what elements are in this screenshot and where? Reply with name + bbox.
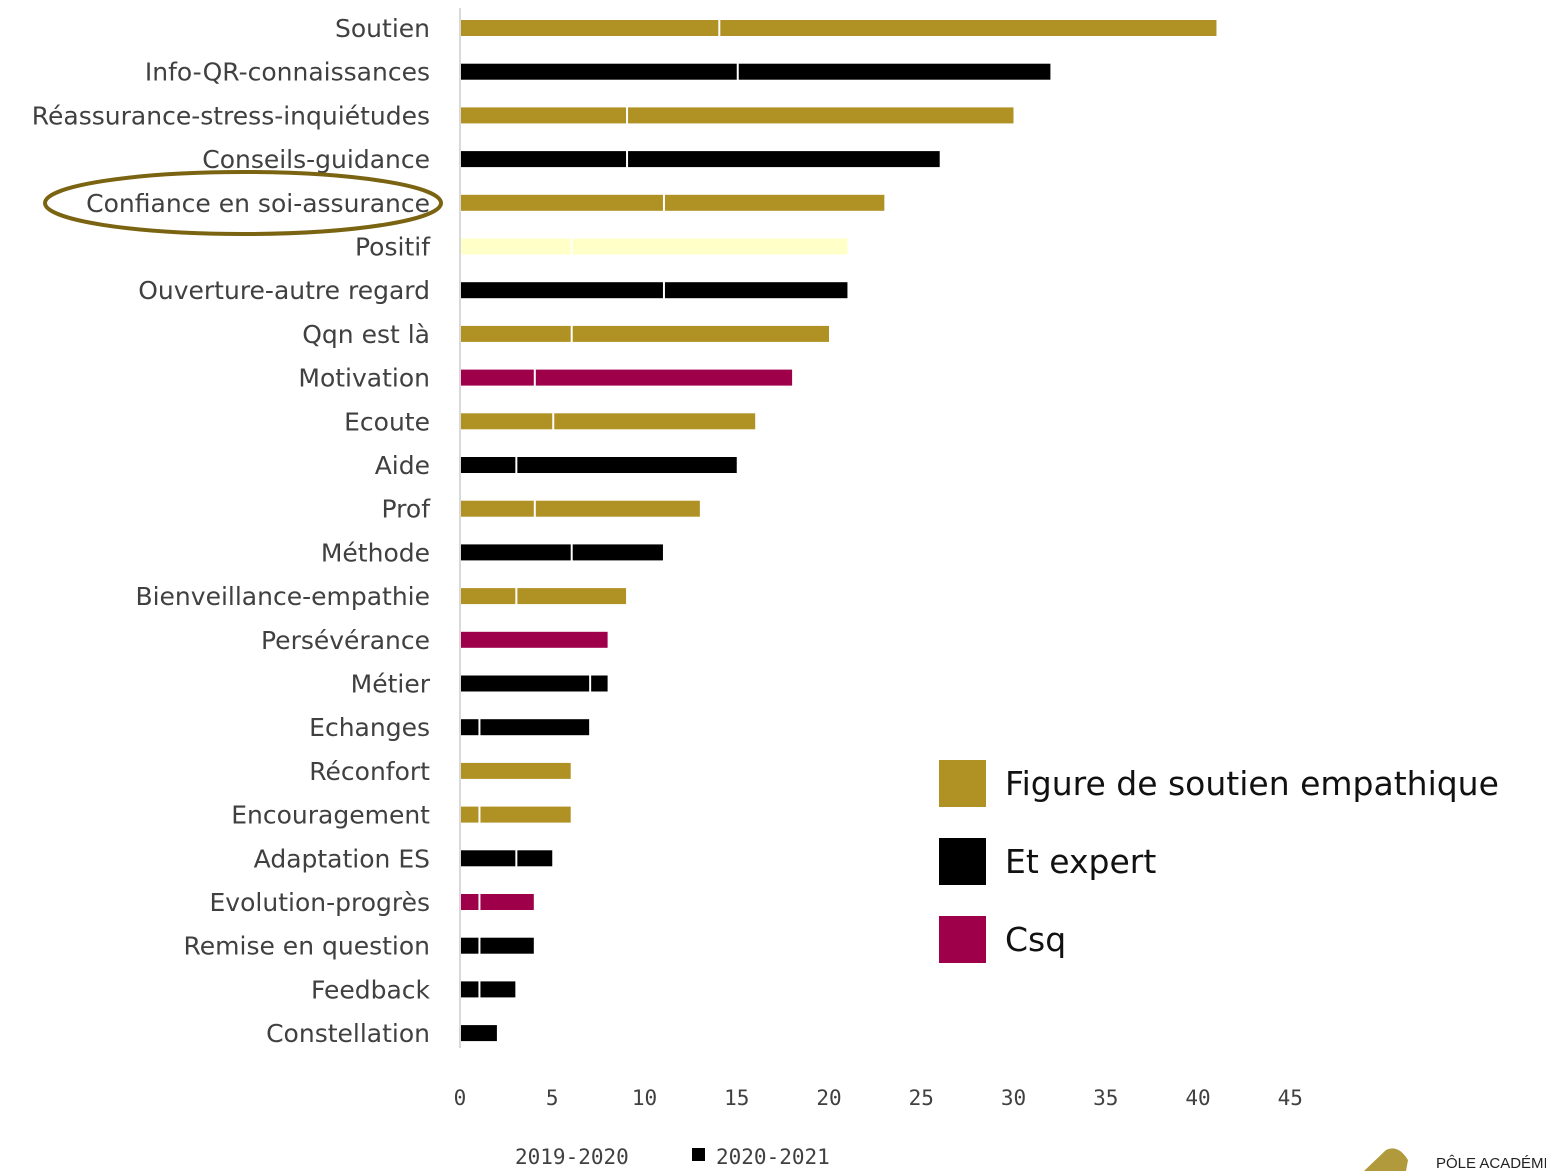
series-legend: 2019-2020 2020-2021: [515, 1145, 830, 1169]
bar-2019-2020: [460, 675, 590, 692]
group-legend: Figure de soutien empathique Et expert Csq: [939, 760, 1499, 963]
category-label: Ouverture-autre regard: [138, 276, 430, 305]
bar-2020-2021: [664, 282, 848, 299]
x-tick-label: 20: [816, 1086, 841, 1110]
bar-2019-2020: [460, 151, 627, 168]
bar-2019-2020: [460, 981, 479, 998]
bar-2020-2021: [517, 588, 627, 605]
bar-2020-2021: [554, 413, 756, 430]
x-axis-ticks: 0 5 10 15 20 25 30 35 40 45: [454, 1086, 1303, 1110]
category-label: Constellation: [266, 1019, 430, 1048]
bars-layer: [460, 20, 1217, 1042]
highlight-ellipse: [43, 170, 443, 236]
bar-2020-2021: [480, 981, 516, 998]
category-label: Méthode: [321, 538, 430, 567]
bar-2020-2021: [572, 544, 663, 561]
category-label: Encouragement: [231, 801, 430, 830]
legend-swatch-figure: [939, 760, 986, 807]
legend-label-csq: Csq: [1005, 920, 1066, 959]
category-label: Positif: [355, 233, 431, 262]
x-tick-label: 25: [909, 1086, 934, 1110]
bar-2020-2021: [480, 719, 590, 736]
category-label: Ecoute: [344, 407, 430, 436]
bar-2019-2020: [460, 500, 534, 517]
bar-2019-2020: [460, 194, 663, 211]
bar-2020-2021: [628, 107, 1014, 124]
bar-2020-2021: [535, 369, 793, 386]
bar-2020-2021: [591, 675, 608, 692]
bar-2020-2021: [517, 457, 737, 473]
bar-2020-2021: [460, 631, 608, 648]
bar-2019-2020: [460, 282, 663, 299]
bar-2019-2020: [460, 850, 516, 867]
bar-2020-2021: [738, 63, 1051, 80]
category-label: Evolution-progrès: [210, 888, 430, 917]
x-tick-label: 35: [1093, 1086, 1118, 1110]
bar-2019-2020: [460, 719, 479, 736]
x-tick-label: 10: [632, 1086, 657, 1110]
bar-2020-2021: [480, 806, 571, 823]
x-tick-label: 40: [1185, 1086, 1210, 1110]
bar-2020-2021: [480, 937, 534, 954]
bar-2019-2020: [460, 413, 553, 430]
category-label: Réconfort: [309, 757, 430, 786]
category-label: Bienveillance-empathie: [135, 582, 430, 611]
bar-2020-2021: [664, 194, 885, 211]
category-label: Aide: [375, 451, 430, 480]
category-label: Echanges: [309, 713, 430, 742]
bar-2019-2020: [460, 937, 479, 954]
category-label: Motivation: [298, 364, 430, 393]
x-tick-label: 30: [1001, 1086, 1026, 1110]
category-label: Info-QR-connaissances: [145, 58, 430, 87]
bar-2019-2020: [460, 588, 516, 605]
bar-2019-2020: [460, 894, 479, 910]
bar-2019-2020: [460, 20, 719, 36]
category-label: Soutien: [335, 14, 430, 43]
bar-2020-2021: [572, 238, 848, 255]
logo: PÔLE ACADÉMIC: [1364, 1148, 1546, 1171]
x-tick-label: 45: [1278, 1086, 1303, 1110]
bar-2020-2021: [628, 151, 940, 168]
series-legend-label: 2020-2021: [716, 1145, 830, 1169]
bar-2020-2021: [480, 894, 534, 910]
x-tick-label: 15: [724, 1086, 749, 1110]
category-label: Conseils-guidance: [202, 145, 430, 174]
bar-2019-2020: [460, 544, 571, 561]
bar-2020-2021: [460, 1025, 497, 1042]
category-label: Remise en question: [184, 932, 430, 961]
bar-2020-2021: [535, 500, 700, 517]
series-legend-marker: [692, 1148, 705, 1161]
bar-2019-2020: [460, 457, 516, 473]
category-label: Qqn est là: [302, 320, 430, 349]
bar-2020-2021: [720, 20, 1217, 36]
category-label: Prof: [382, 495, 432, 524]
legend-swatch-expert: [939, 838, 986, 885]
bar-2019-2020: [460, 369, 534, 386]
category-label: Métier: [351, 670, 431, 699]
bar-2020-2021: [460, 762, 571, 779]
bar-2019-2020: [460, 107, 627, 124]
legend-label-figure: Figure de soutien empathique: [1005, 764, 1499, 803]
category-labels: Soutien Info-QR-connaissances Réassurance-…: [32, 14, 431, 1048]
bar-2019-2020: [460, 238, 571, 255]
bar-2019-2020: [460, 63, 737, 80]
bar-2020-2021: [572, 325, 829, 342]
category-label: Feedback: [311, 975, 431, 1004]
logo-icon: [1364, 1148, 1408, 1171]
category-label: Réassurance-stress-inquiétudes: [32, 101, 430, 130]
bar-2019-2020: [460, 806, 479, 823]
x-tick-label: 5: [546, 1086, 559, 1110]
legend-swatch-csq: [939, 916, 986, 963]
x-tick-label: 0: [454, 1086, 467, 1110]
logo-text: PÔLE ACADÉMIC: [1436, 1155, 1546, 1171]
category-label: Persévérance: [261, 626, 430, 655]
legend-label-expert: Et expert: [1005, 842, 1156, 881]
category-label: Adaptation ES: [254, 844, 430, 873]
bar-2020-2021: [517, 850, 553, 867]
series-legend-label: 2019-2020: [515, 1145, 629, 1169]
category-label: Confiance en soi-assurance: [86, 189, 430, 218]
bar-2019-2020: [460, 325, 571, 342]
